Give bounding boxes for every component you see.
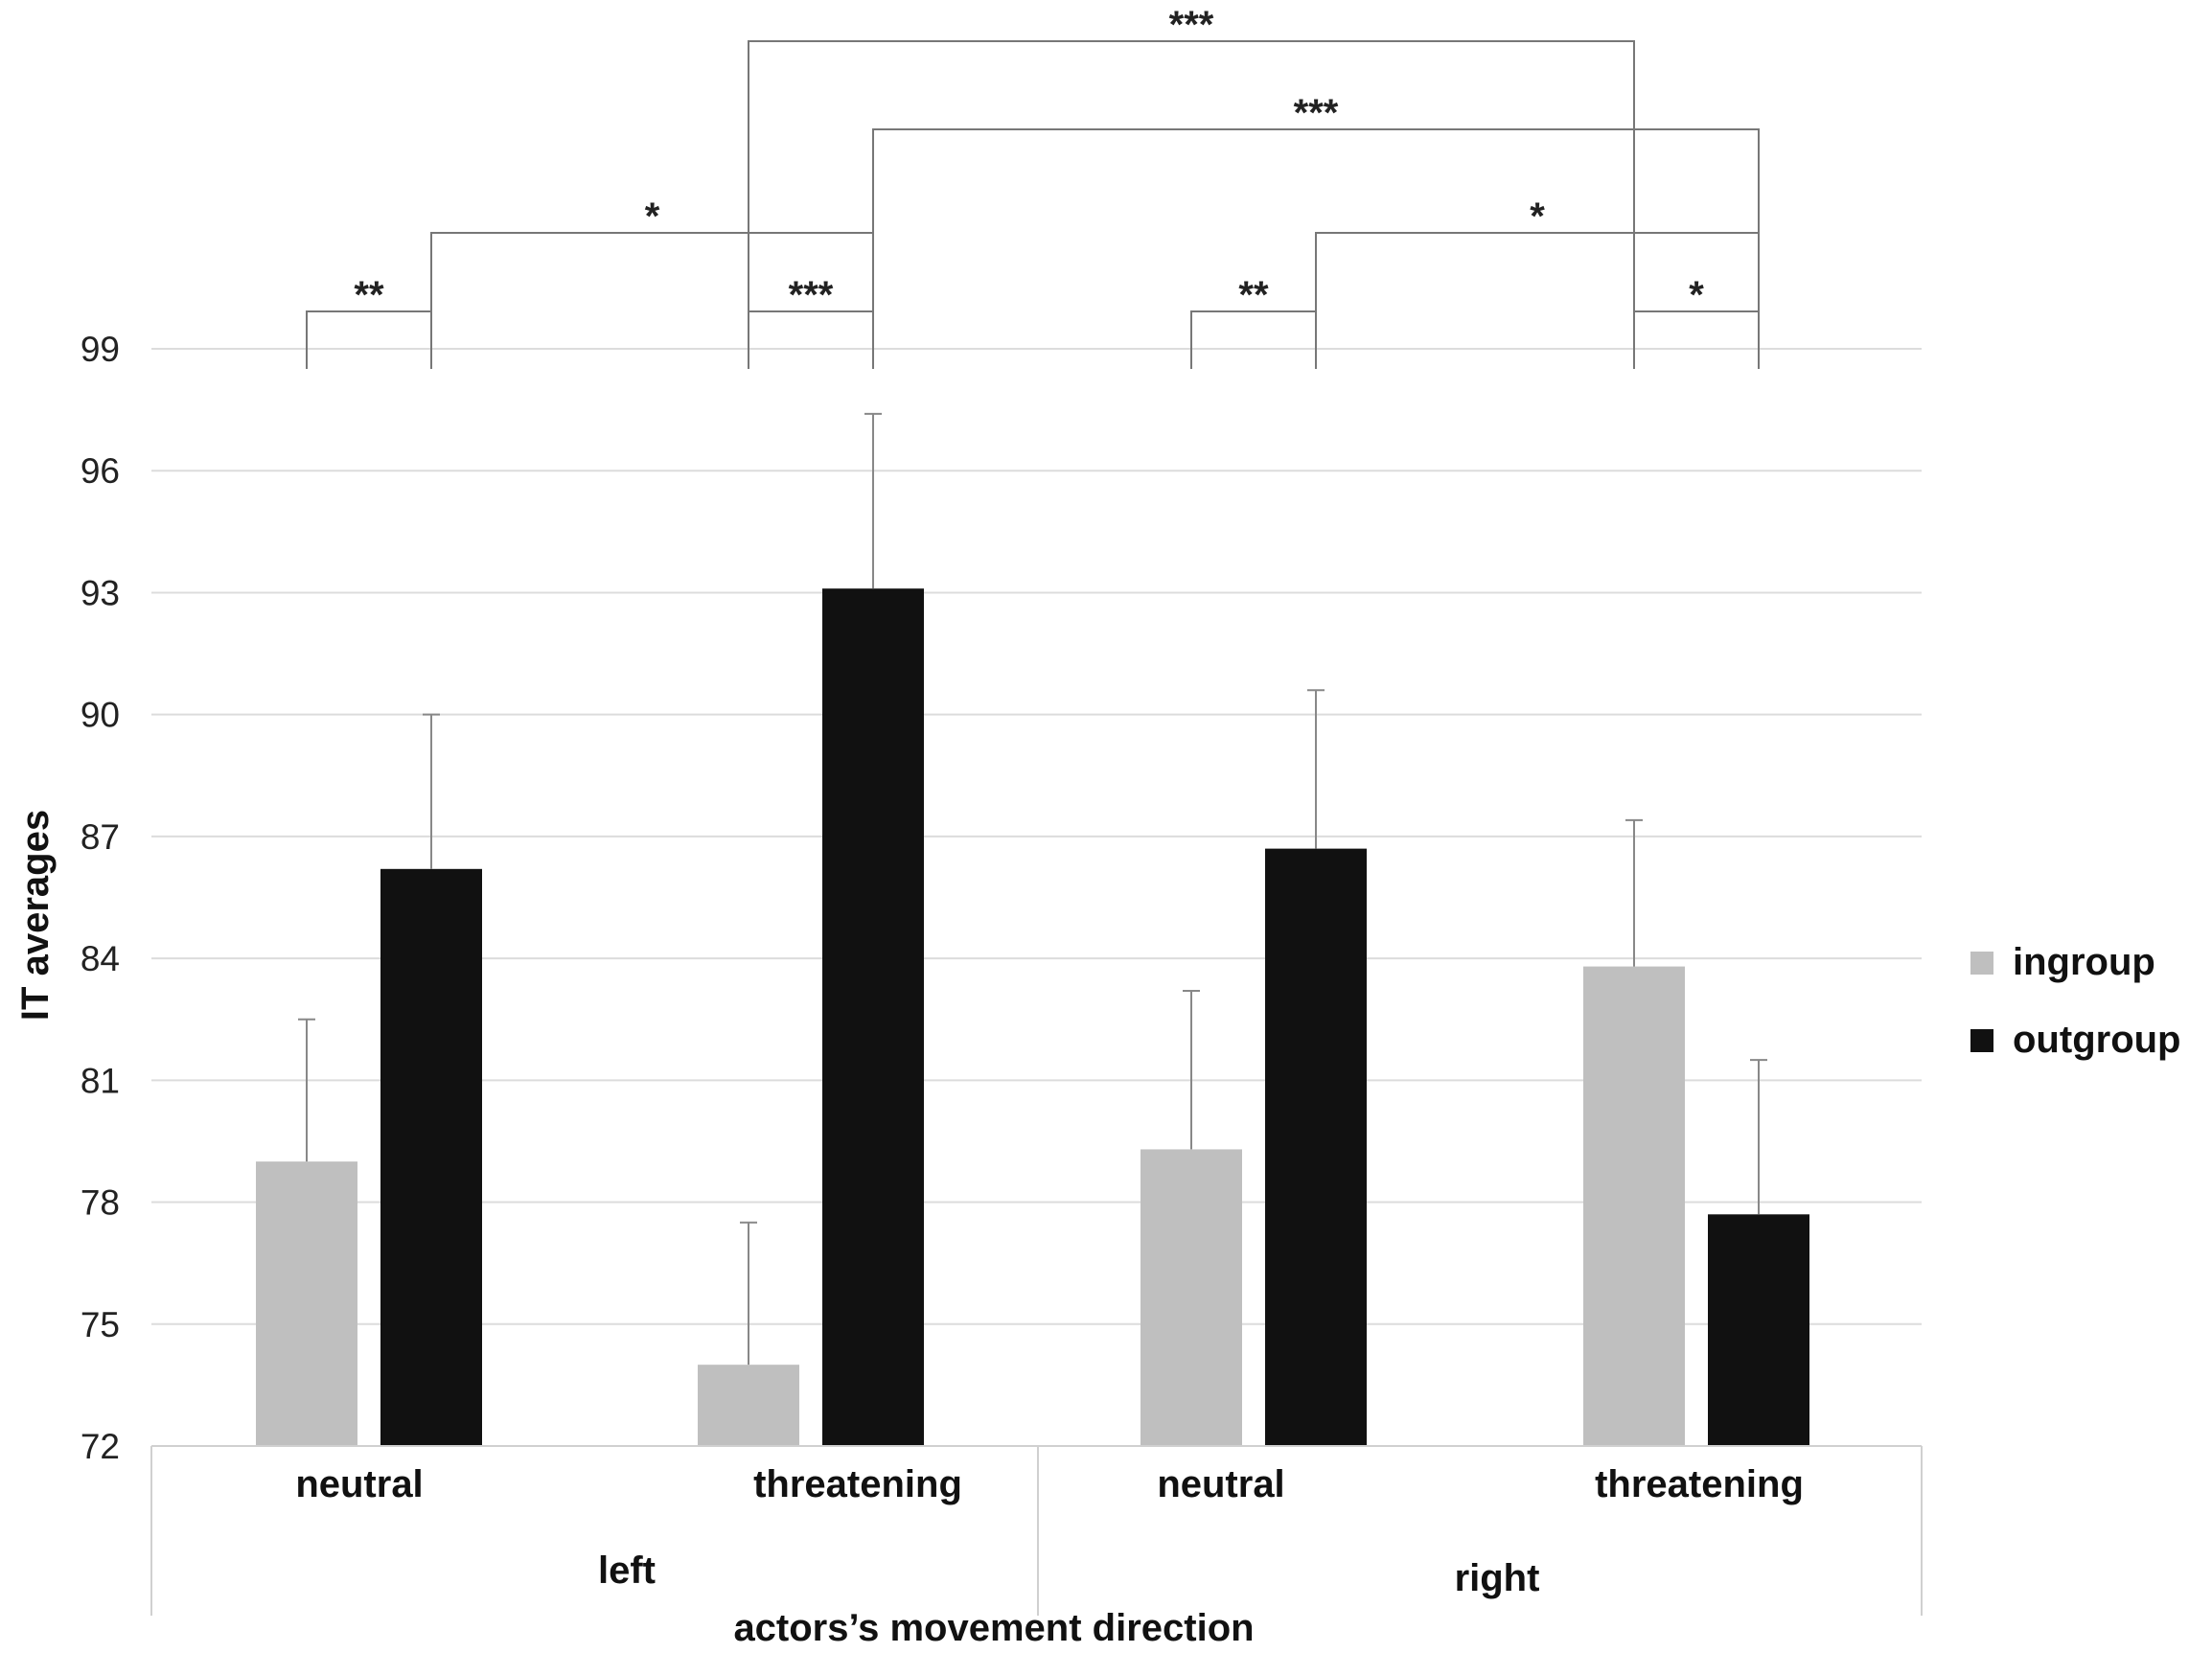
y-tick-label: 81 <box>81 1061 120 1100</box>
y-tick-label: 84 <box>81 939 120 978</box>
y-tick-label: 90 <box>81 696 120 735</box>
category-label: threatening <box>753 1463 962 1505</box>
x-axis-title: actors’s movement direction <box>733 1607 1254 1649</box>
category-label: neutral <box>295 1463 423 1505</box>
legend-swatch-ingroup <box>1970 952 1993 975</box>
significance-label: * <box>1530 195 1545 238</box>
significance-label: *** <box>789 274 834 316</box>
bars <box>256 588 1809 1446</box>
y-axis-title: IT averages <box>14 810 57 1021</box>
significance-label: ** <box>1238 274 1269 316</box>
bar-outgroup-3 <box>1265 848 1367 1446</box>
y-tick-label: 99 <box>81 330 120 369</box>
significance-brackets: ** *** ** ** ******* <box>306 4 1760 369</box>
significance-bracket <box>1633 310 1760 369</box>
legend-label-ingroup: ingroup <box>2013 941 2155 983</box>
significance-label: ** <box>354 274 384 316</box>
group-label-left: left <box>598 1550 656 1592</box>
bar-outgroup-4 <box>1708 1214 1809 1446</box>
bar-ingroup-3 <box>1141 1149 1242 1446</box>
legend-swatch-outgroup <box>1970 1029 1993 1052</box>
category-label: threatening <box>1595 1463 1804 1505</box>
y-tick-label: 87 <box>81 817 120 857</box>
x-axis: neutral threatening neutral threatening left… <box>150 1445 1923 1616</box>
significance-label: * <box>1689 274 1704 316</box>
category-label: neutral <box>1157 1463 1284 1505</box>
y-tick-label: 75 <box>81 1305 120 1344</box>
bar-ingroup-2 <box>698 1365 799 1446</box>
significance-bracket <box>306 310 432 369</box>
y-tick-label: 96 <box>81 451 120 491</box>
significance-bracket <box>1190 310 1317 369</box>
y-tick-label: 93 <box>81 573 120 612</box>
y-tick-labels: 72 75 78 81 84 87 90 93 96 99 <box>81 330 120 1466</box>
bar-outgroup-1 <box>380 868 482 1446</box>
group-label-right: right <box>1455 1557 1540 1599</box>
legend-label-outgroup: outgroup <box>2013 1019 2181 1061</box>
significance-label: *** <box>1169 4 1214 46</box>
significance-bracket <box>872 128 1760 369</box>
y-tick-label: 72 <box>81 1427 120 1466</box>
bar-outgroup-2 <box>822 588 924 1446</box>
legend: ingroup outgroup <box>1970 941 2181 1061</box>
significance-label: *** <box>1294 92 1339 134</box>
significance-bracket <box>748 310 874 369</box>
error-bars <box>298 412 1767 1366</box>
significance-bracket <box>748 40 1635 369</box>
y-tick-label: 78 <box>81 1183 120 1223</box>
bar-ingroup-1 <box>256 1161 357 1446</box>
bar-ingroup-4 <box>1583 966 1685 1446</box>
significance-label: * <box>645 195 660 238</box>
